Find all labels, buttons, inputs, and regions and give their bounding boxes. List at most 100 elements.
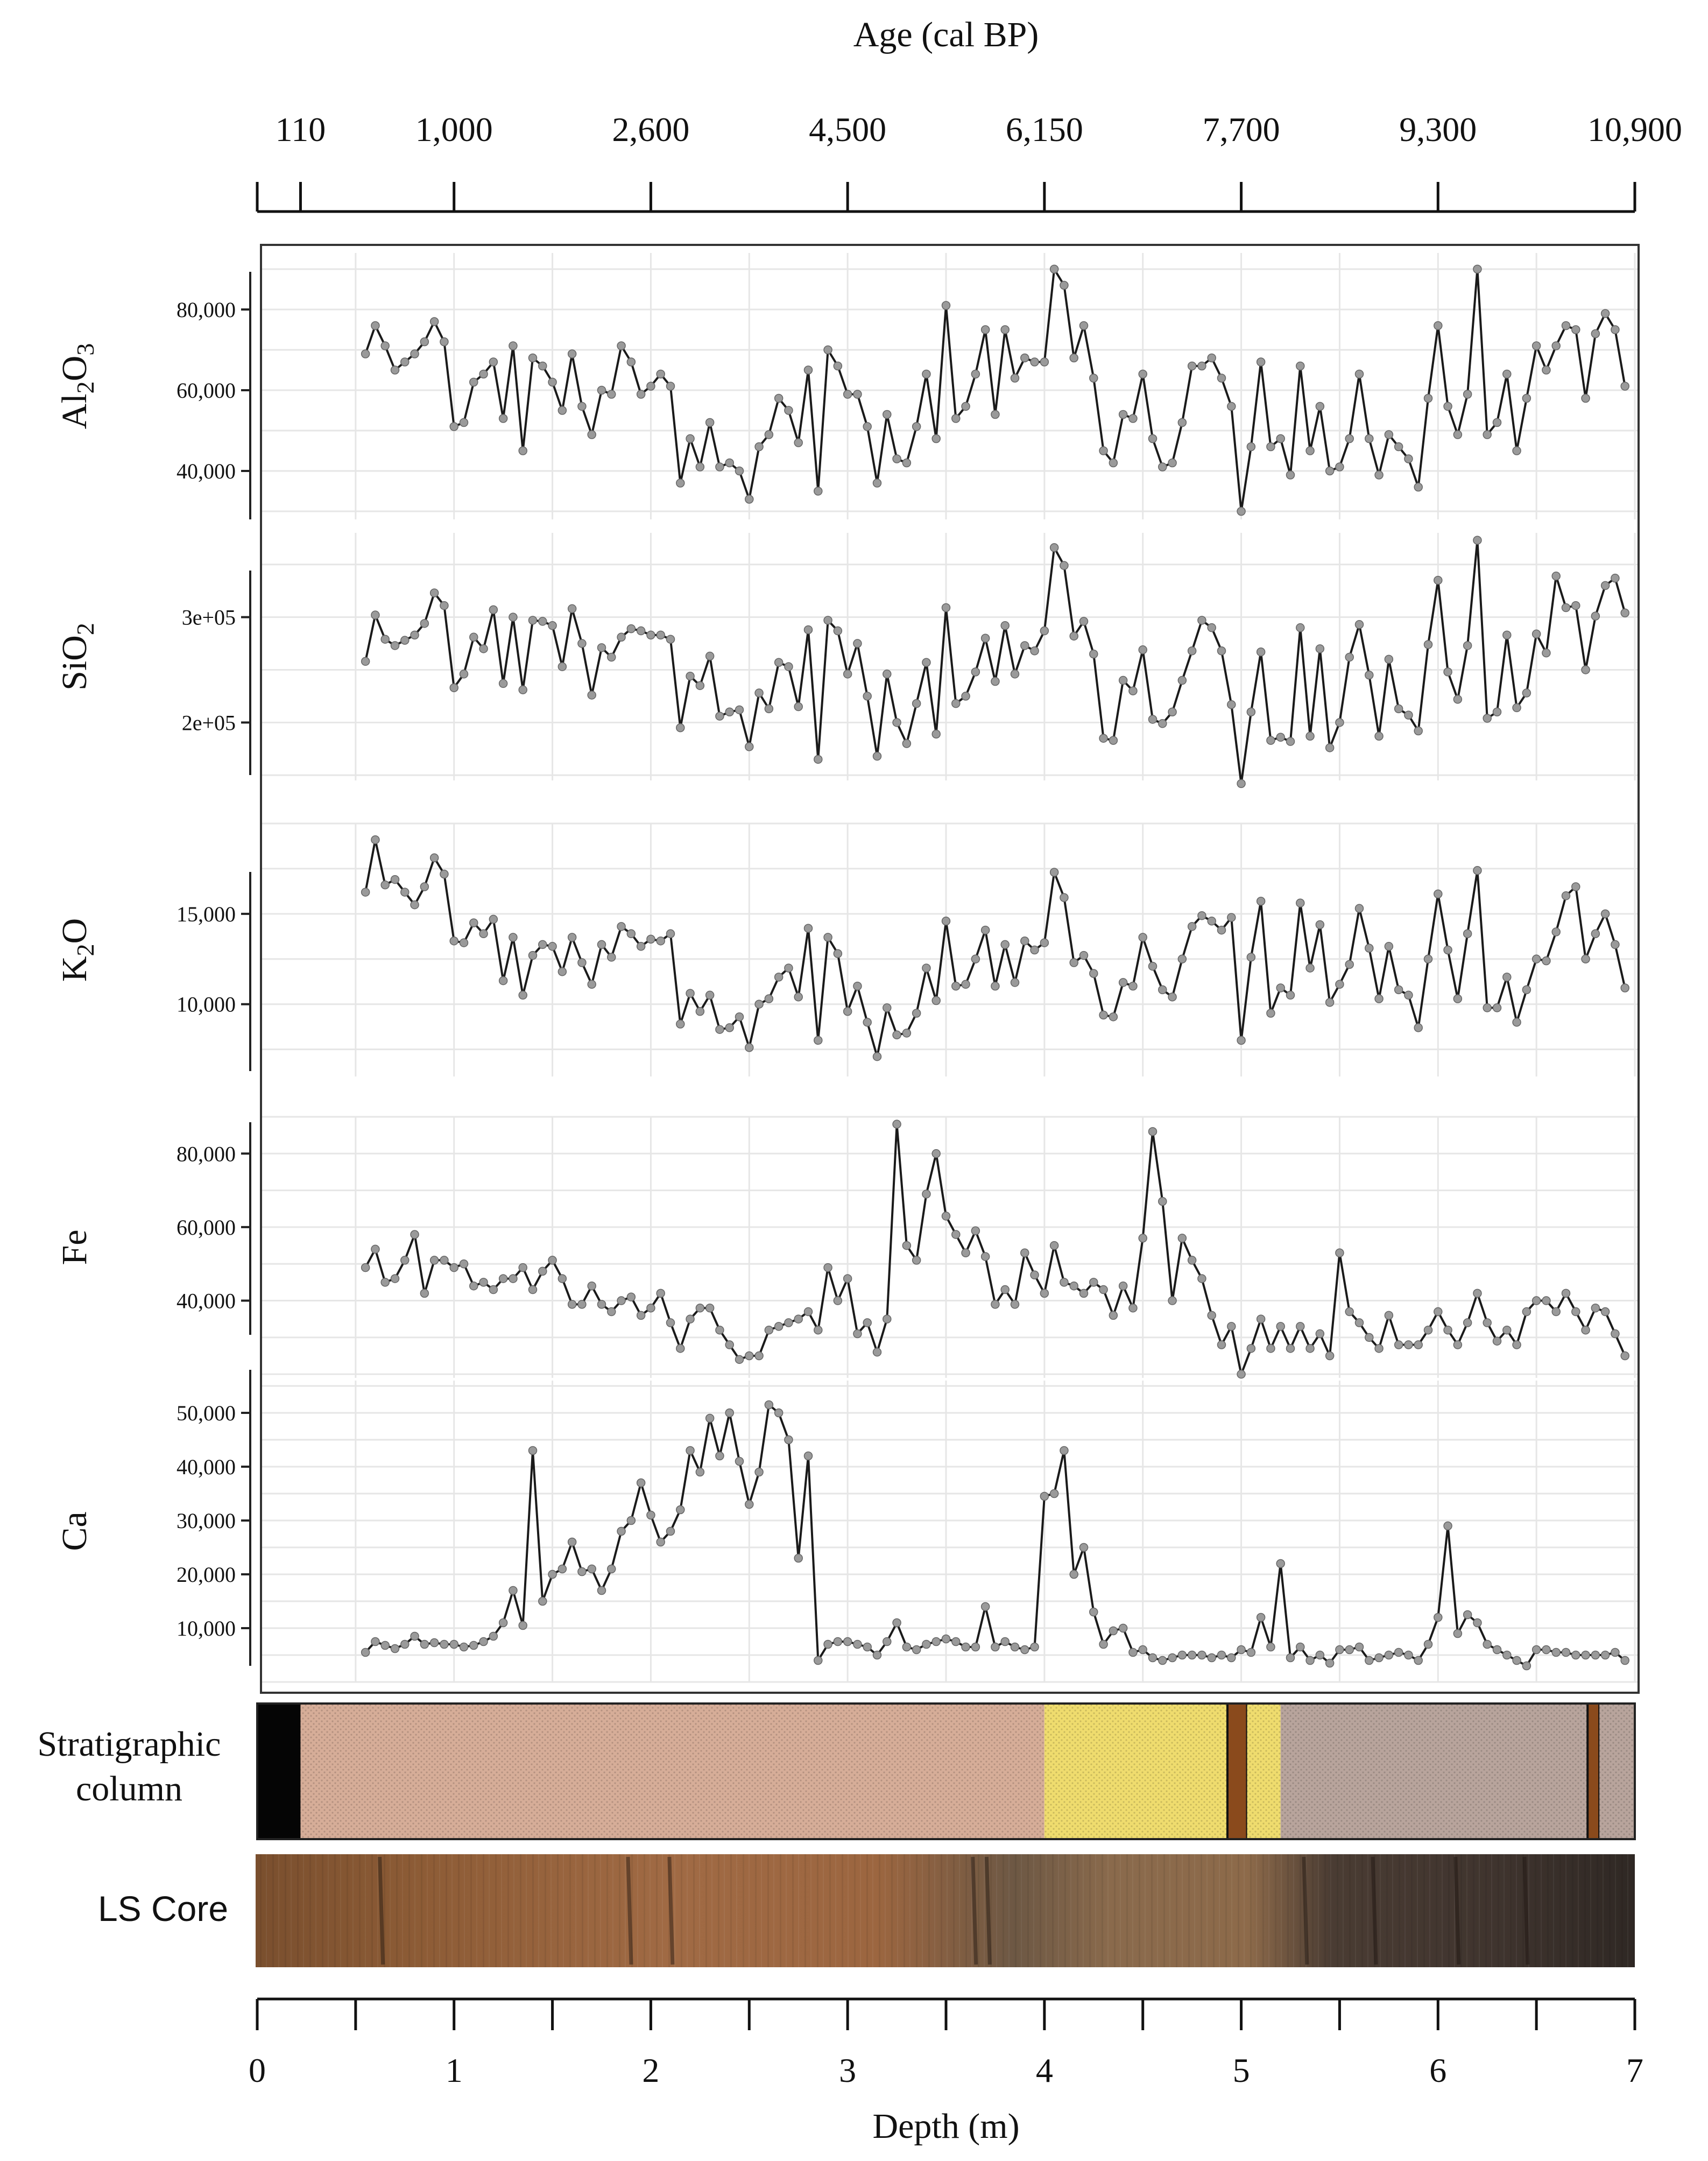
data-point: [1512, 1018, 1521, 1027]
data-point: [1227, 1653, 1236, 1663]
data-point: [489, 1631, 498, 1641]
data-point: [912, 1256, 921, 1265]
age-tick-label: 4,500: [809, 110, 886, 149]
strat-unit-pattern: [1247, 1704, 1281, 1839]
data-point: [794, 992, 803, 1002]
data-point: [626, 1516, 636, 1525]
data-point: [1315, 920, 1325, 930]
data-point: [686, 671, 695, 681]
panel-label-part: 3: [72, 343, 99, 356]
data-point: [1542, 365, 1551, 375]
data-point: [518, 1621, 527, 1630]
data-point: [371, 1244, 380, 1254]
data-point: [764, 704, 774, 714]
data-point: [518, 990, 527, 1000]
data-point: [538, 361, 547, 371]
data-point: [853, 1329, 862, 1339]
data-point: [1345, 1645, 1354, 1655]
data-point: [902, 1029, 912, 1038]
data-point: [784, 662, 793, 671]
data-point: [1345, 960, 1354, 969]
data-point: [1109, 1311, 1118, 1320]
data-point: [1423, 640, 1433, 649]
panel-label-part: SiO: [55, 635, 94, 691]
data-point: [1256, 1314, 1266, 1324]
data-point: [1423, 954, 1433, 964]
data-point: [951, 1230, 961, 1239]
data-point: [931, 1637, 941, 1646]
data-point: [1561, 321, 1571, 330]
data-point: [1276, 983, 1285, 992]
data-point: [1237, 1036, 1246, 1045]
core-crack: [667, 1856, 675, 1965]
data-point: [361, 1263, 370, 1272]
data-point: [892, 1120, 901, 1129]
data-point: [1237, 506, 1246, 516]
data-point: [725, 1023, 734, 1032]
data-point: [1079, 951, 1089, 960]
data-point: [1168, 458, 1177, 468]
data-point: [557, 1274, 567, 1283]
data-point: [1492, 1645, 1502, 1655]
data-point: [725, 1340, 734, 1349]
data-point: [754, 1351, 764, 1361]
data-point: [1305, 1656, 1315, 1665]
data-point: [1079, 1289, 1089, 1298]
data-point: [1591, 611, 1600, 621]
data-point: [380, 1641, 390, 1650]
data-point: [833, 626, 843, 636]
data-point: [1128, 686, 1138, 695]
data-point: [567, 349, 577, 358]
data-point: [754, 688, 764, 698]
data-point: [863, 422, 872, 431]
data-point: [715, 462, 724, 471]
data-point: [577, 402, 587, 411]
data-point: [1177, 1650, 1187, 1660]
data-point: [489, 1285, 498, 1294]
data-point: [1551, 1648, 1561, 1657]
data-point: [557, 406, 567, 415]
data-point: [1315, 644, 1325, 653]
data-point: [1571, 1307, 1580, 1317]
core-cracks: [378, 1856, 1530, 1965]
data-point: [479, 644, 488, 653]
data-point: [1443, 667, 1452, 677]
data-point: [843, 390, 852, 399]
data-point: [1217, 1340, 1226, 1349]
y-tick-label: 40,000: [177, 459, 236, 483]
data-point: [1109, 1626, 1118, 1636]
data-point: [1384, 942, 1394, 951]
data-point: [538, 617, 547, 626]
data-point: [646, 382, 655, 391]
data-point: [449, 1263, 458, 1272]
data-point: [715, 1325, 724, 1335]
data-point: [1128, 1648, 1138, 1657]
data-point: [1197, 1650, 1206, 1660]
data-point: [961, 980, 970, 989]
data-point: [1591, 1650, 1600, 1660]
data-point: [1365, 1656, 1374, 1665]
data-point: [587, 1564, 596, 1574]
data-point: [715, 1451, 724, 1461]
data-point: [892, 454, 901, 463]
data-point: [892, 718, 901, 727]
data-point: [686, 1446, 695, 1455]
data-point: [961, 1248, 970, 1257]
data-point: [941, 301, 951, 310]
strat-label-line2: column: [76, 1769, 182, 1808]
data-point: [509, 1586, 518, 1595]
data-point: [1030, 646, 1039, 656]
data-point: [1611, 325, 1620, 334]
data-point: [400, 888, 410, 897]
data-point: [1600, 1307, 1610, 1317]
data-point: [1138, 1234, 1147, 1243]
data-point: [1345, 434, 1354, 444]
data-point: [1030, 1642, 1039, 1652]
data-point: [902, 1241, 912, 1250]
data-point: [1404, 454, 1413, 463]
data-point: [557, 1564, 567, 1574]
depth-tick-label: 6: [1429, 2051, 1446, 2089]
data-point: [833, 1637, 843, 1646]
data-point: [931, 434, 941, 444]
data-point: [883, 1314, 892, 1324]
